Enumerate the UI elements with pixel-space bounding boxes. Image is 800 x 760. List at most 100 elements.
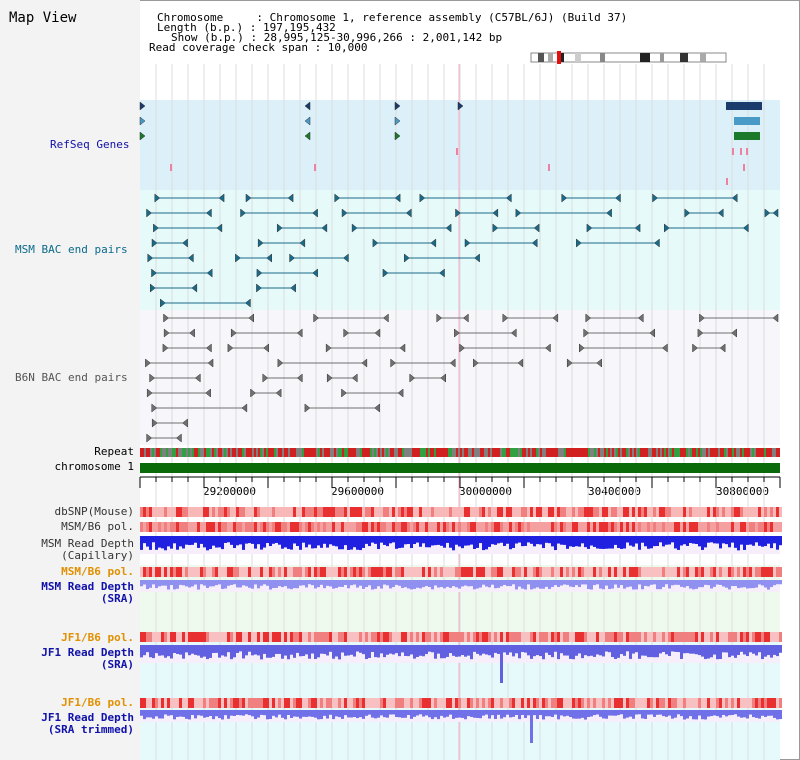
jf1-depth-sra-label[interactable]: JF1 Read Depth [41,646,134,659]
msm-depth-sra-bar [182,580,185,586]
repeat-segment [282,448,284,457]
msm-depth-capillary-bar [323,536,326,544]
msm-depth-sra-bar [452,580,455,587]
msm-bac-label[interactable]: MSM BAC end pairs [15,243,128,256]
msm-b6-pol-label[interactable]: MSM/B6 pol. [61,520,134,533]
dbsnp-heat [278,507,281,517]
jf1-b6-pol2-heat [419,698,422,708]
dbsnp-heat [530,507,533,517]
jf1-b6-pol2-heat [548,698,551,708]
jf1-b6-pol-heat [608,632,611,642]
repeat-segment [362,448,364,457]
b6n-bac-pair-end [250,388,256,398]
msm-b6-pol-heat [308,522,311,532]
msm-b6-pol-heat [626,522,629,532]
msm-b6-pol2-heat [284,567,287,577]
msm-depth-capillary-bar [485,536,488,550]
jf1-b6-pol-heat [569,632,572,642]
repeat-segment [518,448,520,457]
msm-b6-pol-heat [257,522,260,532]
msm-depth-capillary-bar [227,536,230,543]
msm-b6-pol-heat [350,522,353,532]
dbsnp-heat [356,507,359,517]
jf1-depth-sra-bar [179,645,182,655]
repeat-segment [710,448,712,457]
jf1-b6-pol-label[interactable]: JF1/B6 pol. [61,631,134,644]
jf1-depth-sra-bar [707,645,710,659]
b6n-bac-label[interactable]: B6N BAC end pairs [15,371,128,384]
jf1-depth-sra-bar [725,645,728,653]
msm-depth-capillary-bar [317,536,320,546]
dbsnp-heat [239,507,242,517]
repeat-segment [466,448,468,457]
dbsnp-label[interactable]: dbSNP(Mouse) [54,505,134,518]
msm-b6-pol2-heat [707,567,710,577]
repeat-segment [586,448,588,457]
jf1-depth-sra-bar [305,645,308,655]
msm-depth-sra-bar [473,580,476,590]
jf1-depth-sra-bar [473,645,476,652]
jf1-b6-pol-heat [650,632,653,642]
jf1-depth-trim-bar [149,710,152,718]
dbsnp-heat [641,507,644,517]
jf1-depth-trim-bar [764,710,767,717]
jf1-b6-pol-heat [353,632,356,642]
msm-depth-sra-label[interactable]: MSM Read Depth [41,580,134,593]
repeat-segment [676,448,678,457]
jf1-depth-sra-bar [149,645,152,658]
repeat-segment [742,448,744,457]
dbsnp-heat [341,507,344,517]
repeat-segment [236,448,238,457]
msm-depth-capillary-bar [776,536,779,550]
jf1-depth-trim-label[interactable]: JF1 Read Depth [41,711,134,724]
msm-bac-pair-end [256,283,262,293]
jf1-b6-pol-heat [773,632,776,642]
jf1-depth-sra-bar [494,645,497,653]
jf1-b6-pol2-heat [452,698,455,708]
jf1-b6-pol2-label[interactable]: JF1/B6 pol. [61,696,134,709]
jf1-b6-pol-heat [167,632,170,642]
msm-b6-pol2-heat [149,567,152,577]
msm-b6-pol2-heat [668,567,671,577]
refseq-genes-label[interactable]: RefSeq Genes [50,138,130,151]
msm-depth-capillary-bar [701,536,704,550]
msm-depth-capillary-bar [536,536,539,545]
jf1-depth-trim-bar [332,710,335,720]
repeat-segment [434,448,436,457]
jf1-b6-pol2-heat [143,698,146,708]
jf1-depth-sra-bar [584,645,587,656]
jf1-depth-sra-bar [416,645,419,658]
jf1-depth-trim-bar [179,710,182,717]
msm-depth-sra-bar [515,580,518,590]
jf1-depth-sra-bar [413,645,416,659]
dbsnp-heat [326,507,329,517]
msm-depth-capillary-bar [422,536,425,544]
msm-b6-pol2-heat [227,567,230,577]
repeat-segment [588,448,590,457]
dbsnp-heat [242,507,245,517]
jf1-b6-pol-heat [212,632,215,642]
repeat-segment [150,448,152,457]
repeat-segment [420,448,422,457]
msm-b6-pol2-heat [716,567,719,577]
repeat-segment [766,448,768,457]
jf1-depth-trim-bar [359,710,362,718]
jf1-b6-pol-heat [185,632,188,642]
msm-b6-pol-heat [338,522,341,532]
msm-b6-pol-heat [776,522,779,532]
repeat-segment [612,448,614,457]
jf1-depth-trim-bar [299,710,302,719]
repeat-segment [276,448,278,457]
msm-depth-capillary-bar [542,536,545,549]
msm-depth-capillary-label[interactable]: MSM Read Depth [41,537,134,550]
dbsnp-heat [311,507,314,517]
msm-depth-capillary-bar [374,536,377,544]
msm-b6-pol2-heat [512,567,515,577]
jf1-b6-pol-heat [764,632,767,642]
repeat-segment [764,448,766,457]
msm-b6-pol-heat [476,522,479,532]
repeat-segment [416,448,418,457]
b6n-bac-pair-end [162,343,169,353]
msm-b6-pol2-label[interactable]: MSM/B6 pol. [61,565,134,578]
